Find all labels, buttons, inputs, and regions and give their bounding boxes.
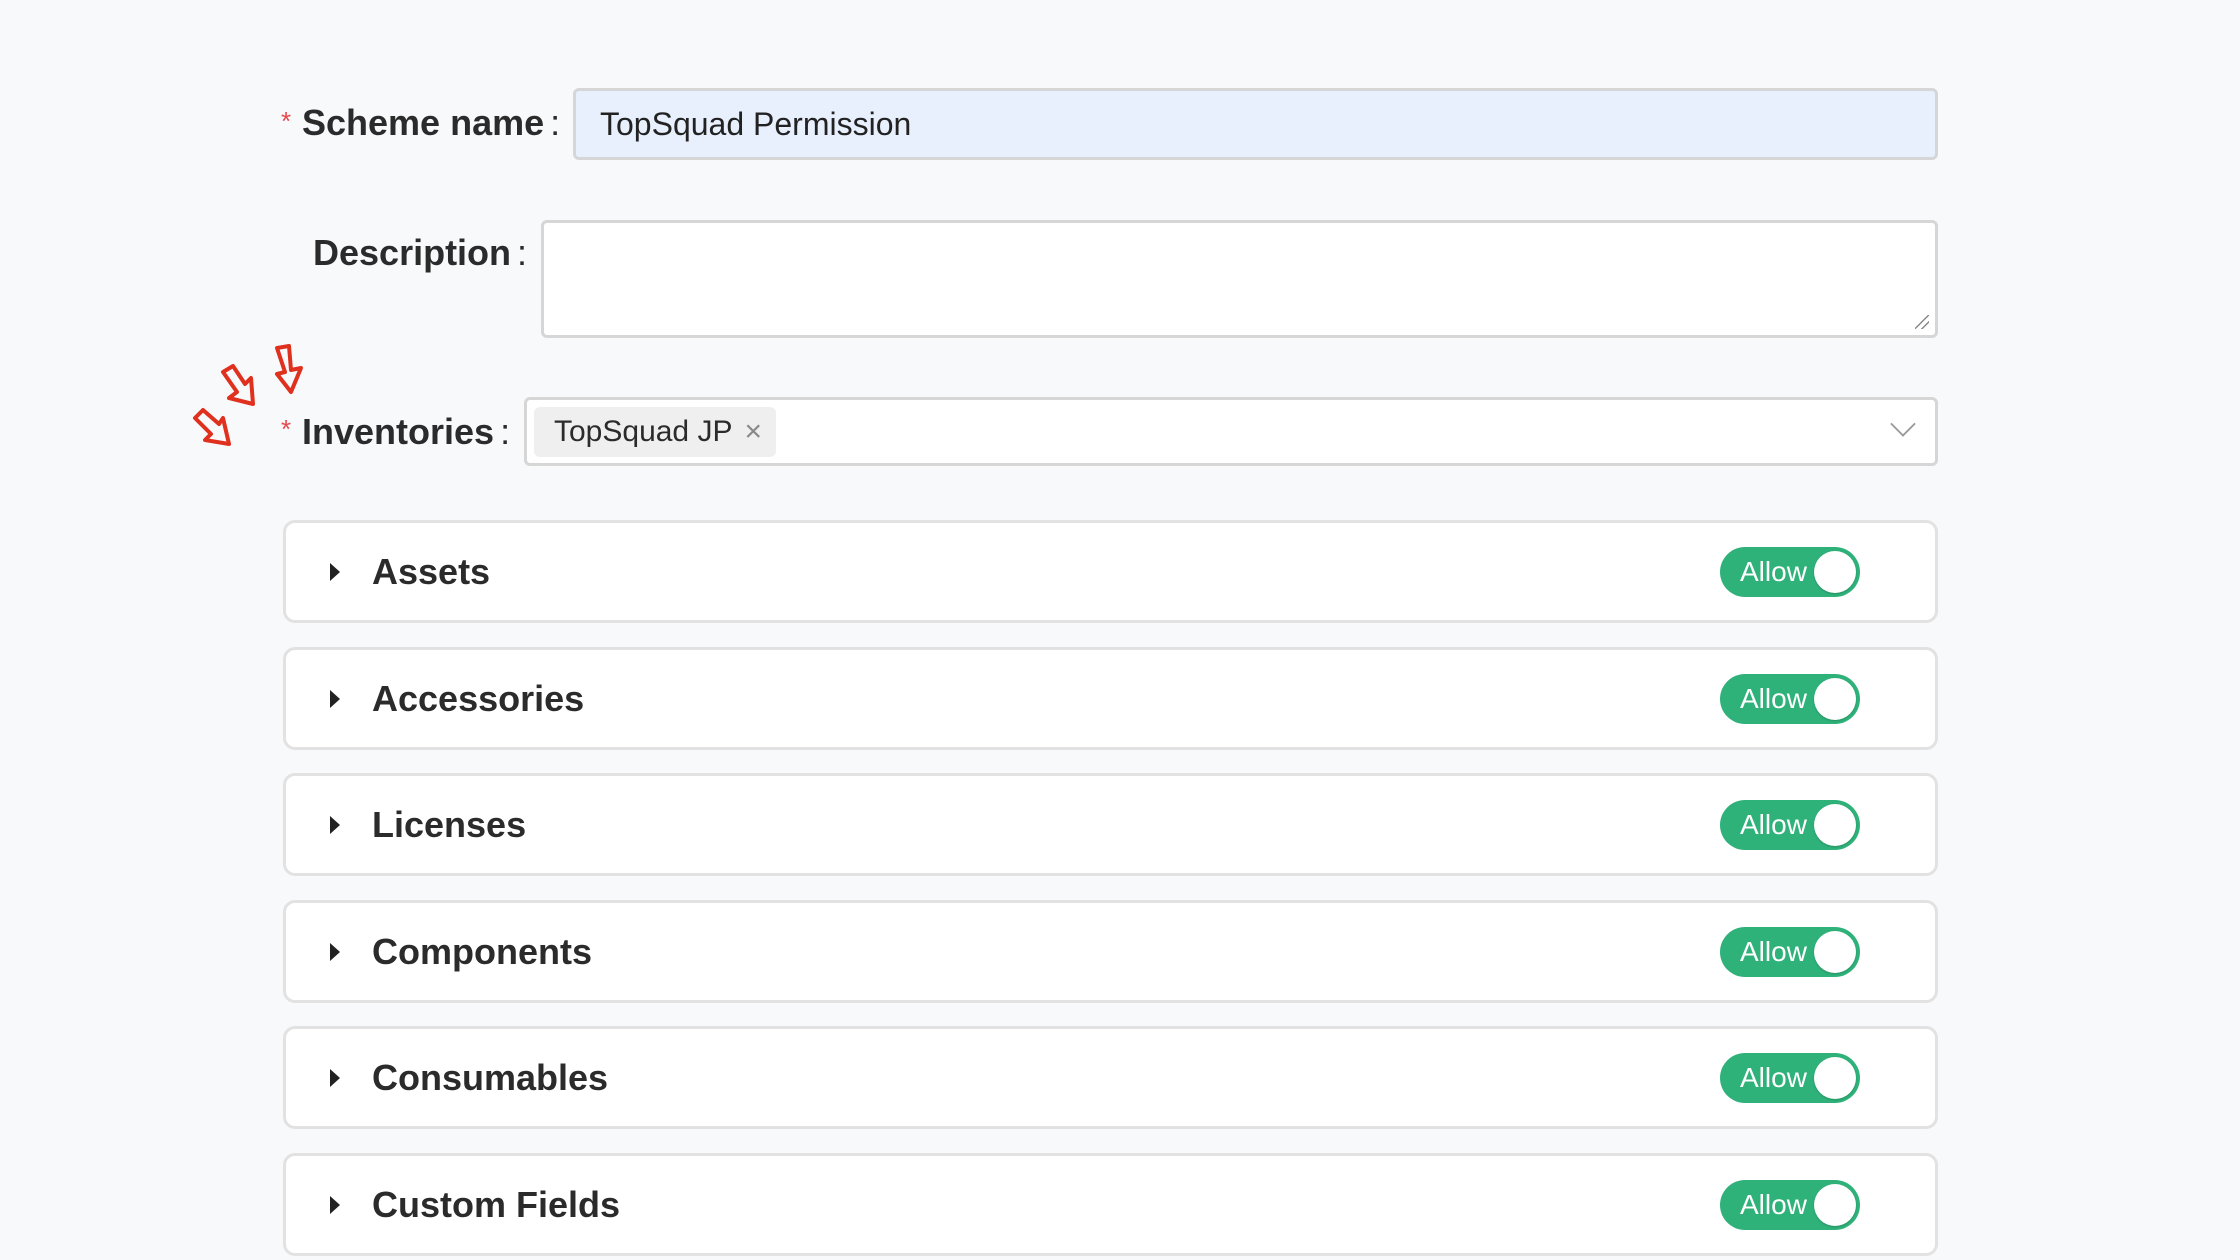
- allow-toggle[interactable]: Allow: [1720, 673, 1860, 724]
- panel-title: Assets: [372, 551, 491, 592]
- panel-assets[interactable]: Assets Allow: [283, 520, 1938, 623]
- inventory-tag: TopSquad JP ×: [534, 407, 776, 457]
- panel-custom-fields[interactable]: Custom Fields Allow: [283, 1153, 1938, 1256]
- chevron-down-icon[interactable]: [1890, 411, 1916, 437]
- toggle-knob: [1814, 677, 1856, 720]
- panel-components[interactable]: Components Allow: [283, 899, 1938, 1003]
- allow-toggle[interactable]: Allow: [1720, 926, 1860, 977]
- description-label: Description:: [313, 232, 528, 273]
- toggle-label: Allow: [1740, 809, 1807, 841]
- toggle-label: Allow: [1740, 1062, 1807, 1094]
- tag-label: TopSquad JP: [554, 415, 733, 448]
- required-marker: *: [281, 106, 292, 136]
- caret-right-icon[interactable]: [330, 563, 340, 581]
- allow-toggle[interactable]: Allow: [1720, 547, 1860, 597]
- panel-consumables[interactable]: Consumables Allow: [283, 1026, 1938, 1130]
- allow-toggle[interactable]: Allow: [1720, 1053, 1860, 1104]
- panel-accessories[interactable]: Accessories Allow: [283, 646, 1938, 750]
- required-marker: *: [281, 414, 292, 444]
- panel-title: Licenses: [372, 804, 527, 846]
- toggle-knob: [1814, 930, 1856, 973]
- panel-title: Components: [372, 930, 592, 972]
- caret-right-icon[interactable]: [330, 1069, 340, 1088]
- inventories-label: Inventories:: [302, 411, 511, 452]
- toggle-label: Allow: [1740, 682, 1807, 714]
- toggle-knob: [1814, 1057, 1856, 1100]
- caret-right-icon[interactable]: [330, 1196, 340, 1214]
- scheme-name-input[interactable]: TopSquad Permission: [573, 88, 1938, 160]
- resize-handle-icon[interactable]: [1915, 315, 1929, 329]
- toggle-knob: [1814, 804, 1856, 847]
- allow-toggle[interactable]: Allow: [1720, 1180, 1860, 1230]
- toggle-label: Allow: [1740, 1189, 1807, 1220]
- inventories-select[interactable]: TopSquad JP ×: [524, 397, 1938, 466]
- panel-title: Consumables: [372, 1057, 609, 1099]
- close-icon[interactable]: ×: [744, 415, 762, 448]
- annotation-arrows-icon: [193, 344, 303, 446]
- toggle-label: Allow: [1740, 935, 1807, 967]
- panel-title: Custom Fields: [372, 1184, 621, 1225]
- toggle-knob: [1814, 551, 1856, 593]
- scheme-name-label: Scheme name:: [302, 102, 561, 143]
- caret-right-icon[interactable]: [330, 689, 340, 708]
- caret-right-icon[interactable]: [330, 942, 340, 961]
- panel-title: Accessories: [372, 677, 585, 719]
- allow-toggle[interactable]: Allow: [1720, 800, 1860, 851]
- panel-licenses[interactable]: Licenses Allow: [283, 773, 1938, 877]
- toggle-label: Allow: [1740, 556, 1807, 587]
- description-textarea[interactable]: [541, 220, 1938, 338]
- caret-right-icon[interactable]: [330, 816, 340, 835]
- toggle-knob: [1814, 1184, 1856, 1226]
